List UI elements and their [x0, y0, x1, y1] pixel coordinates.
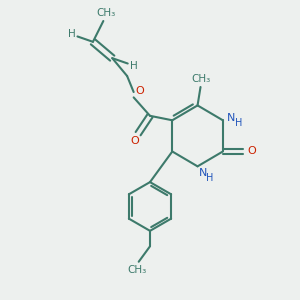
- Text: H: H: [235, 118, 242, 128]
- Text: O: O: [130, 136, 139, 146]
- Text: H: H: [206, 172, 213, 183]
- Text: CH₃: CH₃: [128, 265, 147, 275]
- Text: H: H: [68, 29, 75, 39]
- Text: O: O: [247, 146, 256, 157]
- Text: CH₃: CH₃: [96, 8, 115, 18]
- Text: CH₃: CH₃: [191, 74, 211, 84]
- Text: N: N: [227, 113, 235, 123]
- Text: H: H: [130, 61, 137, 70]
- Text: O: O: [136, 86, 145, 96]
- Text: N: N: [199, 168, 207, 178]
